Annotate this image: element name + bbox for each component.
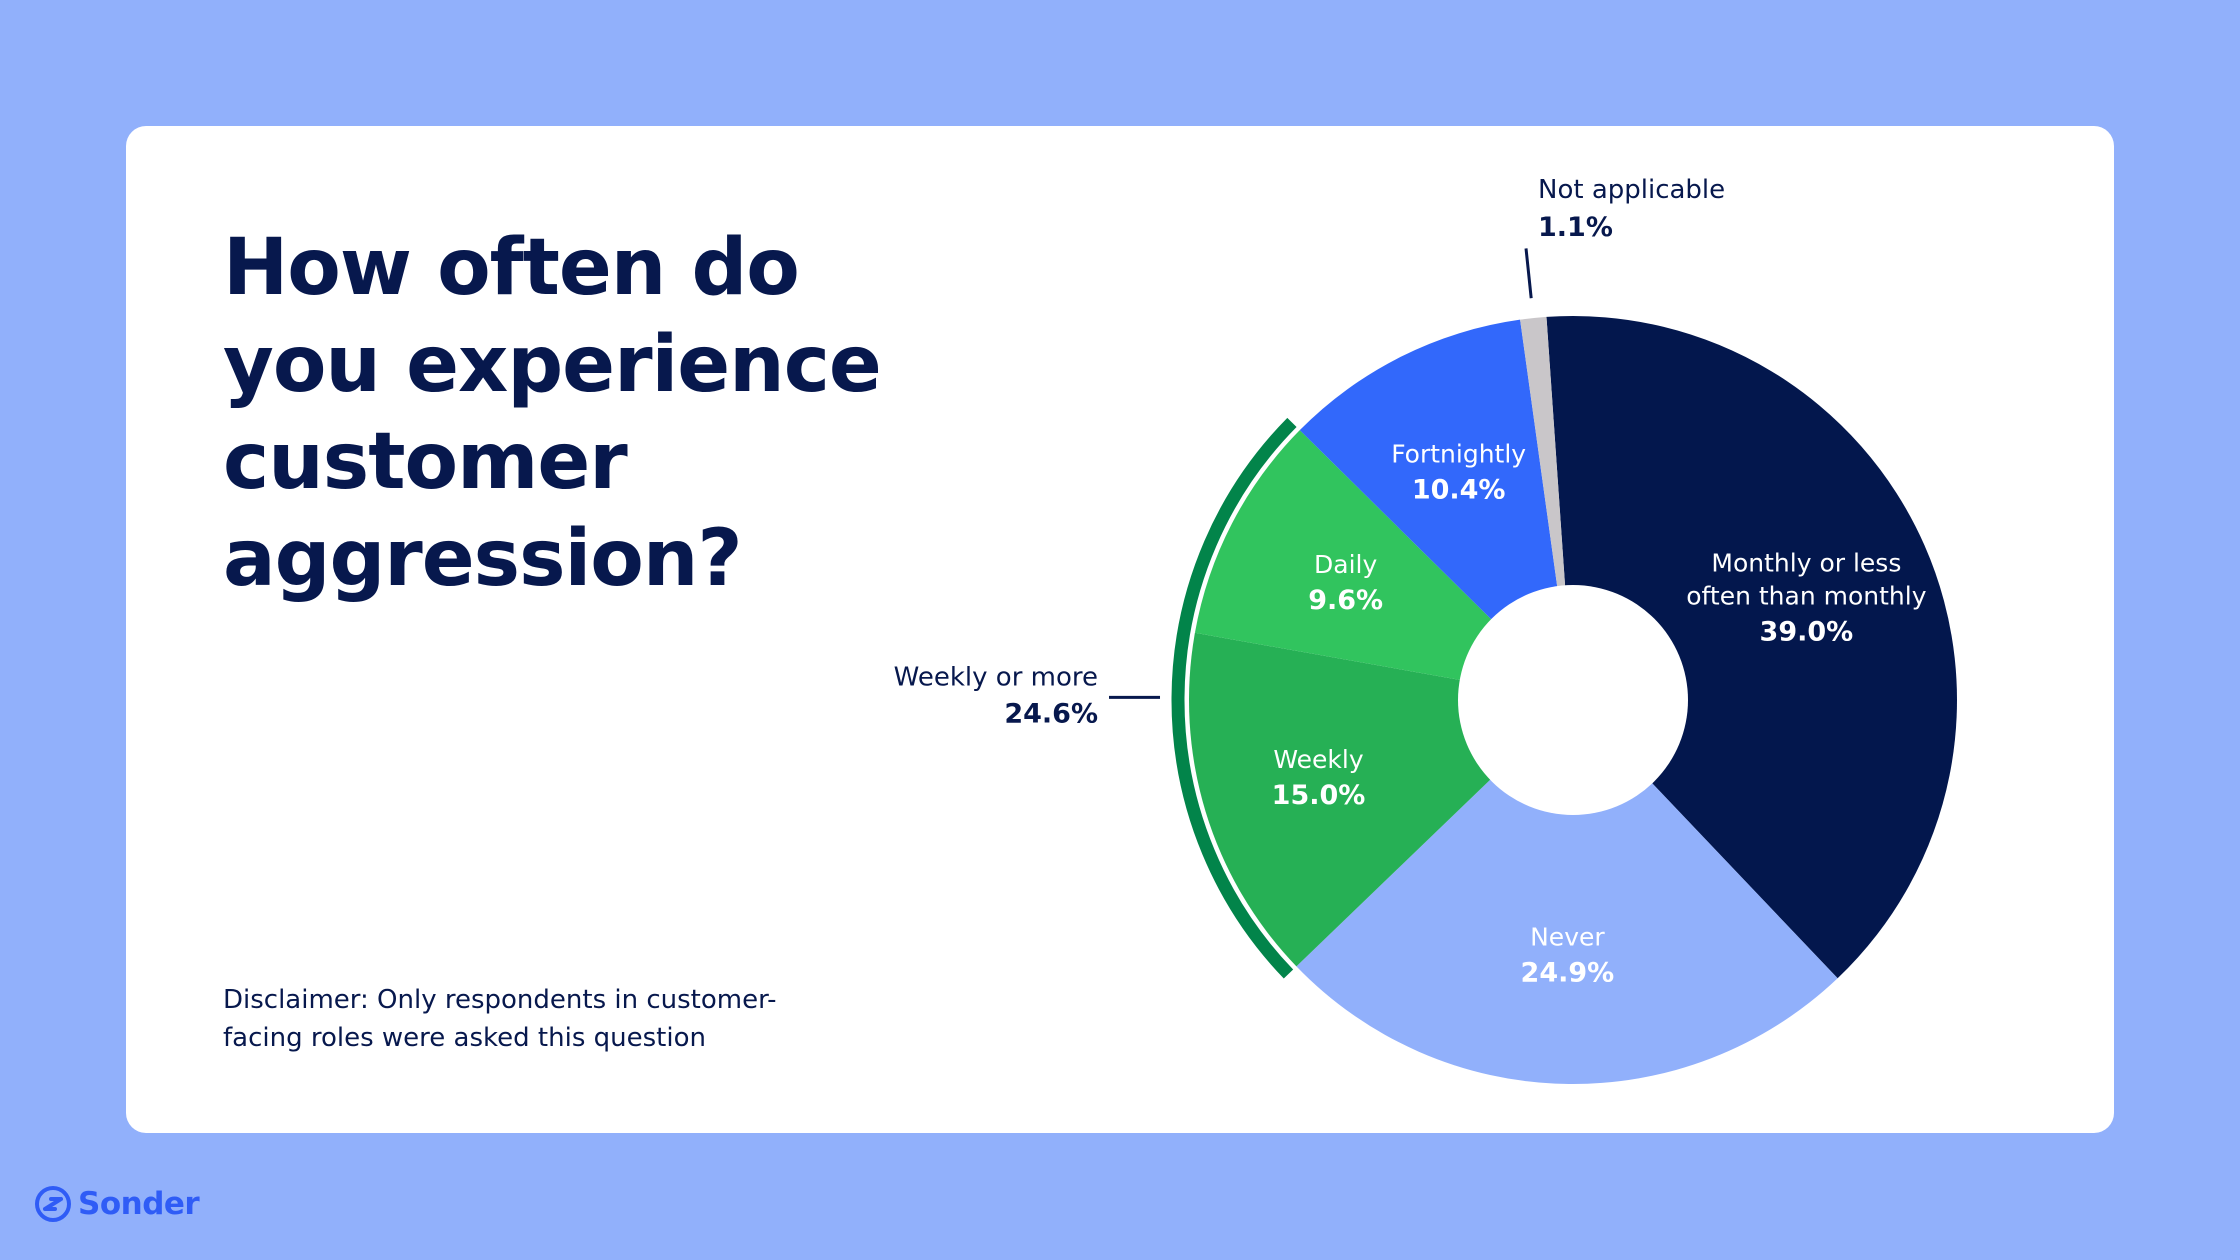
group-arc-weekly-or-more [1171, 417, 1297, 979]
donut-hole [1458, 585, 1688, 815]
slice-value-daily: 9.6% [1308, 585, 1383, 616]
slice-label-never: Never [1530, 922, 1605, 951]
slice-label-monthly-or-less-often-than-monthly-1: Monthly or less [1711, 548, 1901, 577]
slice-value-fortnightly: 10.4% [1412, 475, 1506, 506]
sonder-logo-icon [35, 1186, 71, 1222]
brand-logo: Sonder [34, 1185, 200, 1223]
brand-name: Sonder [78, 1186, 200, 1222]
slice-label-fortnightly: Fortnightly [1391, 440, 1526, 469]
leader-line-not-applicable [1524, 248, 1533, 299]
slice-label-not-applicable: Not applicable [1538, 175, 1725, 205]
slice-value-not-applicable: 1.1% [1538, 212, 1613, 243]
slice-daily [1194, 430, 1573, 700]
disclaimer-text: Disclaimer: Only respondents in customer… [223, 985, 777, 1053]
slice-value-weekly: 15.0% [1272, 780, 1366, 811]
group-label-weekly-or-more: Weekly or more [894, 662, 1098, 692]
page-title: How often do you experience customer agg… [223, 223, 882, 604]
slice-label-monthly-or-less-often-than-monthly-2: often than monthly [1686, 581, 1926, 610]
group-value-weekly-or-more: 24.6% [1004, 698, 1098, 729]
slice-never [1296, 700, 1838, 1084]
slice-fortnightly [1299, 319, 1573, 700]
slice-value-monthly-or-less-often-than-monthly: 39.0% [1760, 616, 1854, 647]
slice-value-never: 24.9% [1521, 957, 1615, 988]
slice-label-weekly: Weekly [1273, 745, 1363, 774]
slice-monthly-or-less-often-than-monthly [1546, 316, 1957, 979]
slice-label-daily: Daily [1314, 550, 1377, 579]
